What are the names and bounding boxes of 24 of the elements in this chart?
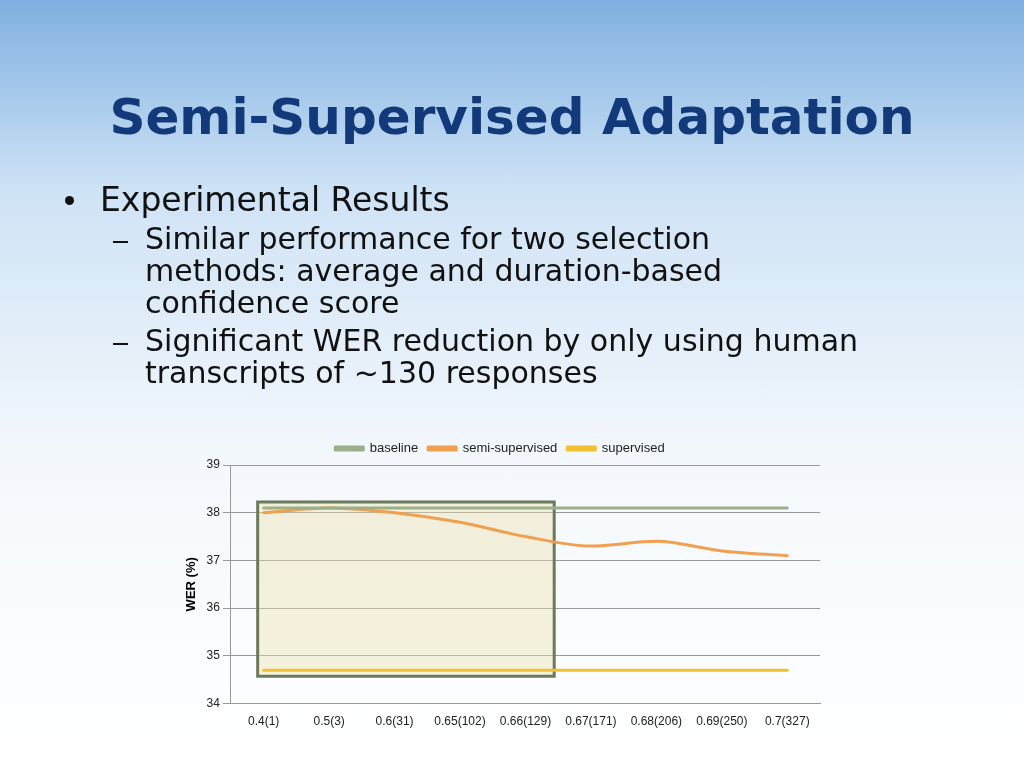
y-tick-label: 38: [206, 505, 221, 520]
x-tick-label: 0.69(250): [696, 714, 748, 729]
legend-label: supervised: [601, 440, 665, 456]
x-tick-label: 0.67(171): [565, 714, 617, 729]
x-tick-label: 0.68(206): [630, 714, 683, 729]
y-tick-label: 39: [206, 457, 221, 472]
line-series: [262, 506, 789, 558]
x-tick-label: 0.66(129): [499, 714, 552, 729]
y-tick-label: 35: [206, 648, 221, 663]
text: Experimental Results: [100, 180, 451, 219]
y-axis-title: WER (%): [183, 557, 199, 612]
y-tick-label: 37: [206, 552, 221, 567]
chart-title: Semi-Supervised Adaptation: [108, 88, 916, 146]
y-tick-label: 34: [206, 695, 221, 710]
x-tick-label: 0.6(31): [375, 714, 414, 729]
y-tick-label: 36: [206, 600, 221, 615]
legend-label: baseline: [369, 440, 419, 456]
x-tick-label: 0.7(327): [764, 714, 810, 729]
x-tick-label: 0.4(1): [247, 714, 280, 729]
text: Significant WER reduction by only using human transcripts of ~130 responses: [145, 323, 860, 390]
x-tick-label: 0.5(3): [313, 714, 345, 729]
x-tick-label: 0.65(102): [434, 714, 486, 729]
legend-label: semi-supervised: [462, 440, 558, 456]
text: Similar performance for two selection methods: average and duration-based confidence score: [145, 221, 724, 320]
